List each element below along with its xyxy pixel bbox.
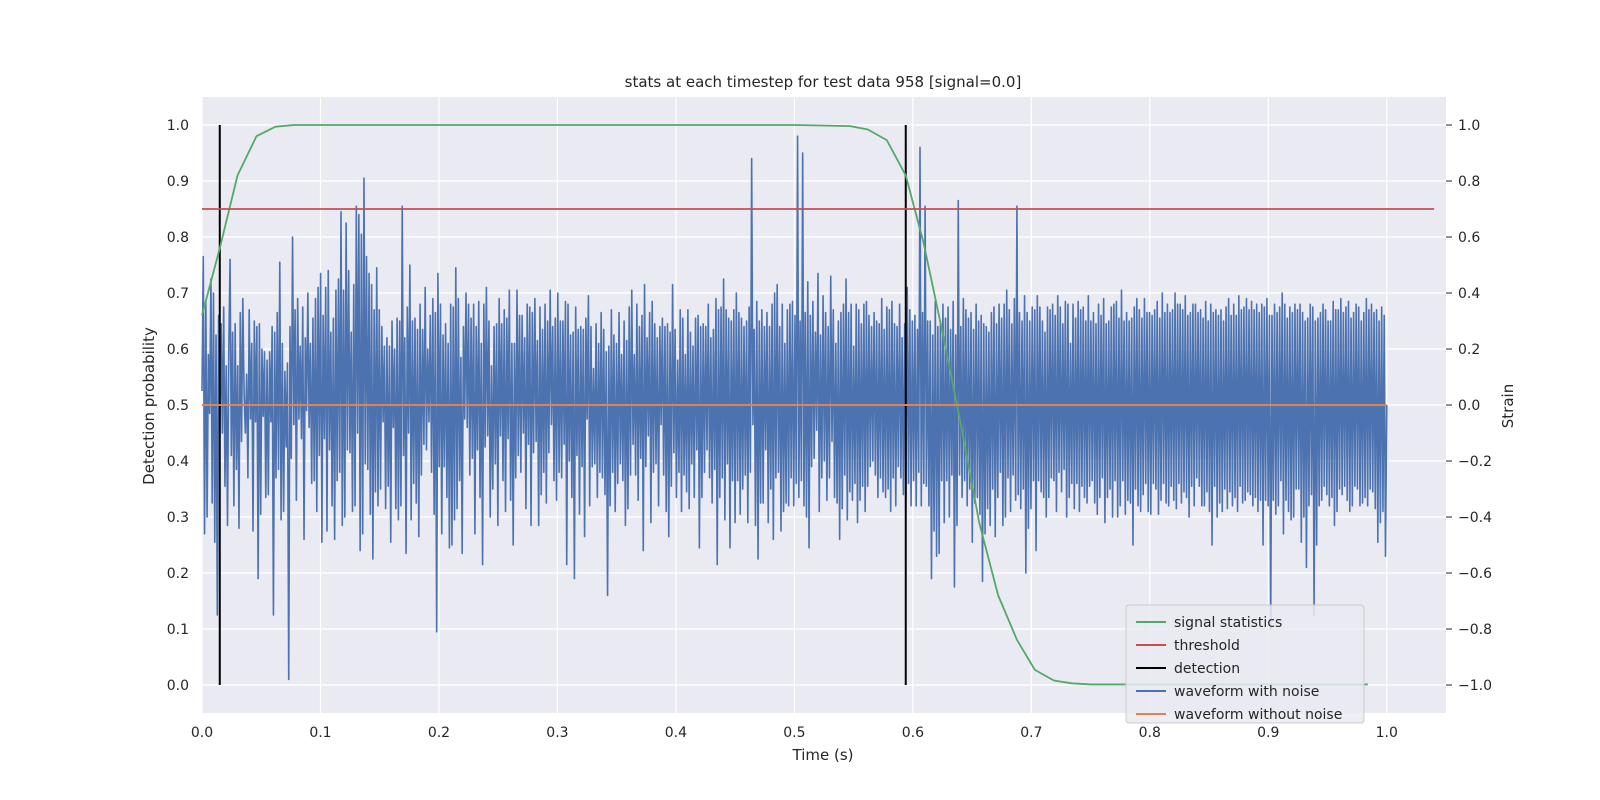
y2-tick-label: −0.2 bbox=[1458, 454, 1492, 470]
chart-title: stats at each timestep for test data 958… bbox=[625, 73, 1022, 91]
x-axis-ticks: 0.0 0.1 0.2 0.3 0.4 0.5 0.6 0.7 0.8 0.9 1.0 bbox=[191, 725, 1398, 741]
noisy-waveform-line bbox=[201, 135, 1388, 681]
x-tick-label: 0.0 bbox=[191, 725, 213, 741]
series-layer bbox=[201, 124, 1435, 686]
y-tick-label: 0.9 bbox=[167, 174, 189, 190]
y2-tick-label: 0.0 bbox=[1458, 398, 1480, 414]
y2-tick-label: 0.2 bbox=[1458, 342, 1480, 358]
y-tick-label: 0.4 bbox=[167, 454, 189, 470]
x-tick-label: 0.5 bbox=[783, 725, 805, 741]
y-tick-label: 0.3 bbox=[167, 510, 189, 526]
y2-axis-label: Strain bbox=[1499, 384, 1517, 428]
legend-entry: signal statistics bbox=[1174, 615, 1282, 631]
x-tick-label: 0.4 bbox=[665, 725, 687, 741]
y2-tick-label: −0.4 bbox=[1458, 510, 1492, 526]
y-tick-label: 0.5 bbox=[167, 398, 189, 414]
y2-tick-label: −0.6 bbox=[1458, 566, 1492, 582]
x-tick-label: 0.2 bbox=[428, 725, 450, 741]
x-axis-label: Time (s) bbox=[792, 746, 854, 764]
y-tick-label: 0.6 bbox=[167, 342, 189, 358]
y2-axis-ticks: −1.0 −0.8 −0.6 −0.4 −0.2 0.0 0.2 0.4 0.6 0.8 1.0 bbox=[1446, 118, 1492, 694]
y2-tick-label: −1.0 bbox=[1458, 678, 1492, 694]
x-tick-label: 0.8 bbox=[1139, 725, 1161, 741]
legend-entry: threshold bbox=[1174, 638, 1240, 654]
x-tick-label: 0.7 bbox=[1020, 725, 1042, 741]
legend-entry: detection bbox=[1174, 661, 1240, 677]
signal-statistics-line bbox=[201, 124, 1368, 686]
y2-tick-label: 0.8 bbox=[1458, 174, 1480, 190]
legend-entry: waveform without noise bbox=[1174, 707, 1342, 723]
y-axis-label: Detection probability bbox=[140, 327, 158, 485]
y-tick-label: 0.7 bbox=[167, 286, 189, 302]
y-tick-label: 1.0 bbox=[167, 118, 189, 134]
x-tick-label: 0.9 bbox=[1257, 725, 1279, 741]
y-tick-label: 0.0 bbox=[167, 678, 189, 694]
y-axis-ticks: 0.0 0.1 0.2 0.3 0.4 0.5 0.6 0.7 0.8 0.9 1.0 bbox=[167, 118, 189, 694]
legend-box bbox=[1125, 604, 1365, 724]
y2-tick-label: 1.0 bbox=[1458, 118, 1480, 134]
y2-tick-label: −0.8 bbox=[1458, 622, 1492, 638]
y2-tick-label: 0.4 bbox=[1458, 286, 1480, 302]
y-tick-label: 0.1 bbox=[167, 622, 189, 638]
legend-entry: waveform with noise bbox=[1174, 684, 1319, 700]
x-tick-label: 0.3 bbox=[546, 725, 568, 741]
y-tick-label: 0.8 bbox=[167, 230, 189, 246]
y2-tick-label: 0.6 bbox=[1458, 230, 1480, 246]
y-tick-label: 0.2 bbox=[167, 566, 189, 582]
legend: signal statistics threshold detection wavef… bbox=[1125, 604, 1365, 724]
x-tick-label: 0.6 bbox=[902, 725, 924, 741]
x-tick-label: 0.1 bbox=[309, 725, 331, 741]
x-tick-label: 1.0 bbox=[1376, 725, 1398, 741]
